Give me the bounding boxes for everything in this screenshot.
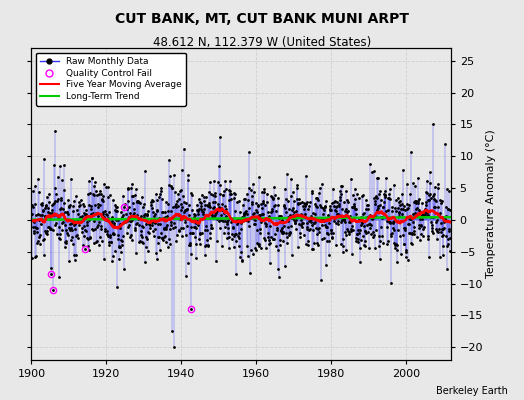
Text: 48.612 N, 112.379 W (United States): 48.612 N, 112.379 W (United States): [153, 36, 371, 49]
Text: Berkeley Earth: Berkeley Earth: [436, 386, 508, 396]
Y-axis label: Temperature Anomaly (°C): Temperature Anomaly (°C): [486, 130, 496, 278]
Text: CUT BANK, MT, CUT BANK MUNI ARPT: CUT BANK, MT, CUT BANK MUNI ARPT: [115, 12, 409, 26]
Legend: Raw Monthly Data, Quality Control Fail, Five Year Moving Average, Long-Term Tren: Raw Monthly Data, Quality Control Fail, …: [36, 52, 186, 106]
